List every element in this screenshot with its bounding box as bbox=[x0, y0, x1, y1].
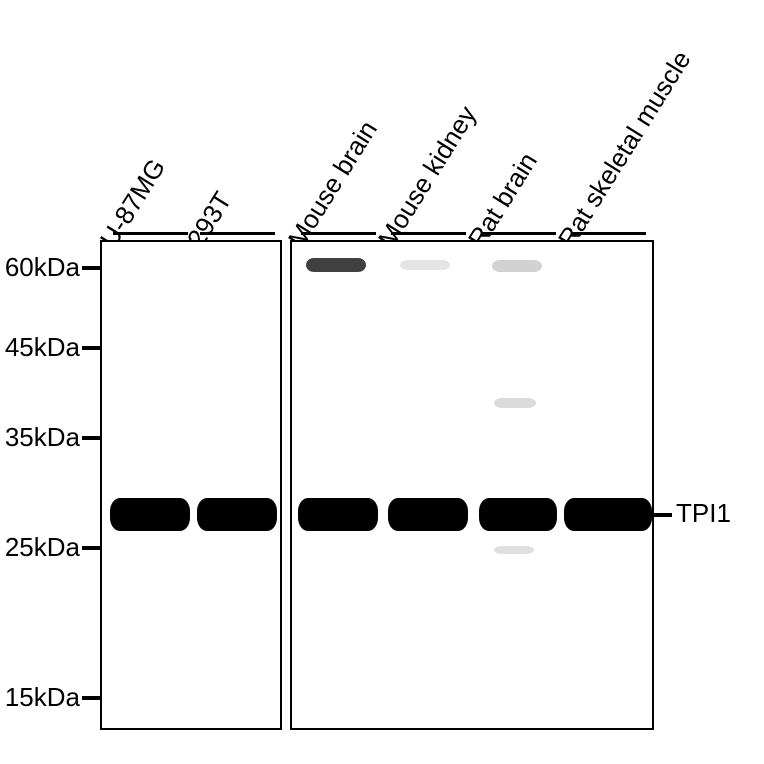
lane-underline-u87mg bbox=[113, 232, 188, 235]
band-60k-rat-brain bbox=[492, 260, 542, 272]
blot-panel-left bbox=[100, 240, 282, 730]
band-60k-mouse-kidney bbox=[400, 260, 450, 270]
mw-label-45: 45kDa bbox=[0, 332, 80, 363]
lane-underline-rat-brain bbox=[481, 232, 556, 235]
lane-underline-293t bbox=[200, 232, 275, 235]
mw-tick-60 bbox=[82, 266, 100, 270]
lane-label-rat-skm: Rat skeletal muscle bbox=[552, 45, 698, 253]
mw-label-15: 15kDa bbox=[0, 682, 80, 713]
band-tpi1-u87mg bbox=[110, 498, 190, 531]
band-40k-rat-brain bbox=[494, 398, 536, 408]
band-tpi1-rat-brain bbox=[479, 498, 557, 531]
lane-underline-mouse-kidney bbox=[391, 232, 466, 235]
blot-panel-right bbox=[290, 240, 654, 730]
protein-tick-tpi1 bbox=[654, 513, 672, 517]
lane-underline-mouse-brain bbox=[301, 232, 376, 235]
mw-tick-15 bbox=[82, 696, 100, 700]
mw-tick-45 bbox=[82, 346, 100, 350]
lane-label-rat-brain: Rat brain bbox=[462, 147, 544, 253]
band-tpi1-293t bbox=[197, 498, 277, 531]
band-60k-mouse-brain bbox=[306, 258, 366, 272]
mw-label-60: 60kDa bbox=[0, 252, 80, 283]
mw-tick-35 bbox=[82, 436, 100, 440]
mw-label-35: 35kDa bbox=[0, 422, 80, 453]
band-tpi1-mouse-kidney bbox=[388, 498, 468, 531]
mw-label-25: 25kDa bbox=[0, 532, 80, 563]
band-tpi1-mouse-brain bbox=[298, 498, 378, 531]
protein-label-tpi1: TPI1 bbox=[676, 498, 731, 529]
mw-tick-25 bbox=[82, 546, 100, 550]
band-tpi1-rat-skm bbox=[564, 498, 652, 531]
western-blot-figure: U-87MG 293T Mouse brain Mouse kidney Rat… bbox=[0, 0, 764, 764]
lane-underline-rat-skm bbox=[571, 232, 646, 235]
band-below-tpi1-rat-brain bbox=[494, 546, 534, 554]
lane-label-u87mg: U-87MG bbox=[94, 153, 172, 253]
